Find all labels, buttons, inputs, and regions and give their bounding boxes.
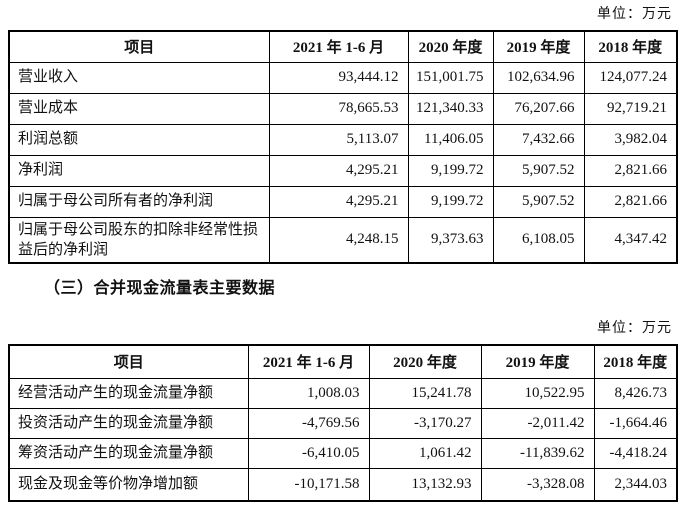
income-statement-table: 项目 2021 年 1-6 月 2020 年度 2019 年度 2018 年度 … (8, 30, 678, 264)
cell-value: 93,444.12 (268, 61, 409, 94)
cell-value: -10,171.58 (247, 467, 370, 502)
cell-value: 102,634.96 (492, 61, 585, 94)
cell-value: 92,719.21 (583, 92, 678, 125)
cell-value: 4,347.42 (583, 216, 678, 264)
cell-value: -4,769.56 (247, 407, 370, 439)
cell-value: 1,008.03 (247, 377, 370, 409)
cell-value: 9,373.63 (407, 216, 494, 264)
cell-value: 10,522.95 (480, 377, 595, 409)
cell-value: 124,077.24 (583, 61, 678, 94)
table-row: 经营活动产生的现金流量净额 1,008.03 15,241.78 10,522.… (8, 377, 678, 409)
table-row: 投资活动产生的现金流量净额 -4,769.56 -3,170.27 -2,011… (8, 407, 678, 439)
cashflow-header-2018: 2018 年度 (593, 344, 678, 379)
row-item-label: 利润总额 (8, 123, 270, 156)
cell-value: -4,418.24 (593, 437, 678, 469)
cell-value: 5,907.52 (492, 154, 585, 187)
row-item-label: 归属于母公司所有者的净利润 (8, 185, 270, 218)
cell-value: 13,132.93 (368, 467, 482, 502)
cashflow-header-row: 项目 2021 年 1-6 月 2020 年度 2019 年度 2018 年度 (8, 344, 678, 379)
cell-value: 4,248.15 (268, 216, 409, 264)
cell-value: -2,011.42 (480, 407, 595, 439)
cell-value: 2,821.66 (583, 185, 678, 218)
cell-value: 11,406.05 (407, 123, 494, 156)
table-row: 利润总额 5,113.07 11,406.05 7,432.66 3,982.0… (8, 123, 678, 156)
cell-value: 121,340.33 (407, 92, 494, 125)
table-row: 现金及现金等价物净增加额 -10,171.58 13,132.93 -3,328… (8, 467, 678, 502)
cell-value: -1,664.46 (593, 407, 678, 439)
cashflow-header-2020: 2020 年度 (368, 344, 482, 379)
row-item-label: 营业成本 (8, 92, 270, 125)
table-row: 归属于母公司所有者的净利润 4,295.21 9,199.72 5,907.52… (8, 185, 678, 218)
table-row: 营业收入 93,444.12 151,001.75 102,634.96 124… (8, 61, 678, 94)
cell-value: 78,665.53 (268, 92, 409, 125)
income-header-2019: 2019 年度 (492, 30, 585, 63)
cell-value: 5,907.52 (492, 185, 585, 218)
cashflow-header-2019: 2019 年度 (480, 344, 595, 379)
cell-value: 2,821.66 (583, 154, 678, 187)
income-header-2018: 2018 年度 (583, 30, 678, 63)
table-row: 筹资活动产生的现金流量净额 -6,410.05 1,061.42 -11,839… (8, 437, 678, 469)
cell-value: 4,295.21 (268, 185, 409, 218)
table-row: 归属于母公司股东的扣除非经常性损益后的净利润 4,248.15 9,373.63… (8, 216, 678, 264)
cell-value: -11,839.62 (480, 437, 595, 469)
cell-value: 151,001.75 (407, 61, 494, 94)
row-item-label: 经营活动产生的现金流量净额 (8, 377, 249, 409)
row-item-label: 投资活动产生的现金流量净额 (8, 407, 249, 439)
row-item-label: 现金及现金等价物净增加额 (8, 467, 249, 502)
cell-value: -6,410.05 (247, 437, 370, 469)
cell-value: -3,328.08 (480, 467, 595, 502)
cell-value: 7,432.66 (492, 123, 585, 156)
table-row: 营业成本 78,665.53 121,340.33 76,207.66 92,7… (8, 92, 678, 125)
cell-value: 76,207.66 (492, 92, 585, 125)
cell-value: -3,170.27 (368, 407, 482, 439)
cell-value: 6,108.05 (492, 216, 585, 264)
cell-value: 15,241.78 (368, 377, 482, 409)
cell-value: 4,295.21 (268, 154, 409, 187)
income-header-2020: 2020 年度 (407, 30, 494, 63)
unit-label-top: 单位：万元 (597, 7, 672, 22)
row-item-label: 营业收入 (8, 61, 270, 94)
cell-value: 8,426.73 (593, 377, 678, 409)
table-row: 净利润 4,295.21 9,199.72 5,907.52 2,821.66 (8, 154, 678, 187)
row-item-label: 净利润 (8, 154, 270, 187)
cell-value: 5,113.07 (268, 123, 409, 156)
row-item-label: 归属于母公司股东的扣除非经常性损益后的净利润 (8, 216, 270, 264)
cell-value: 9,199.72 (407, 185, 494, 218)
cell-value: 3,982.04 (583, 123, 678, 156)
cell-value: 2,344.03 (593, 467, 678, 502)
income-header-2021h1: 2021 年 1-6 月 (268, 30, 409, 63)
cash-flow-table: 项目 2021 年 1-6 月 2020 年度 2019 年度 2018 年度 … (8, 344, 678, 502)
income-header-item: 项目 (8, 30, 270, 63)
cashflow-header-2021h1: 2021 年 1-6 月 (247, 344, 370, 379)
income-header-row: 项目 2021 年 1-6 月 2020 年度 2019 年度 2018 年度 (8, 30, 678, 63)
row-item-label: 筹资活动产生的现金流量净额 (8, 437, 249, 469)
unit-label-cashflow: 单位：万元 (597, 321, 672, 336)
cashflow-header-item: 项目 (8, 344, 249, 379)
section-heading: （三）合并现金流量表主要数据 (44, 280, 276, 297)
cell-value: 9,199.72 (407, 154, 494, 187)
cell-value: 1,061.42 (368, 437, 482, 469)
